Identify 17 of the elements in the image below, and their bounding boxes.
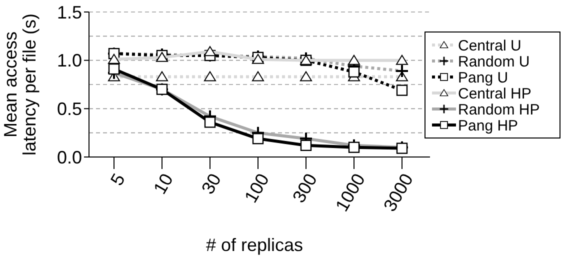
x-tick-label: 300 (288, 170, 321, 206)
y-axis-title: Mean access latency per file (s) (0, 13, 40, 156)
x-tick-label: 100 (240, 170, 273, 206)
legend-label: Central U (458, 37, 522, 54)
x-axis-title: # of replicas (206, 235, 304, 255)
y-tick-label: 0.0 (56, 147, 82, 168)
legend-label: Random HP (458, 101, 540, 118)
x-tick-label: 5 (106, 170, 129, 189)
legend-label: Pang U (458, 69, 508, 86)
y-tick-label: 1.5 (56, 2, 82, 22)
y-tick-label: 1.0 (56, 50, 82, 71)
y-tick-label: 0.5 (56, 98, 82, 119)
x-tick-label: 10 (150, 170, 177, 198)
legend-label: Central HP (458, 85, 532, 102)
legend-label: Pang HP (458, 117, 518, 134)
x-tick-label: 30 (198, 170, 225, 198)
legend-label: Random U (458, 53, 530, 70)
